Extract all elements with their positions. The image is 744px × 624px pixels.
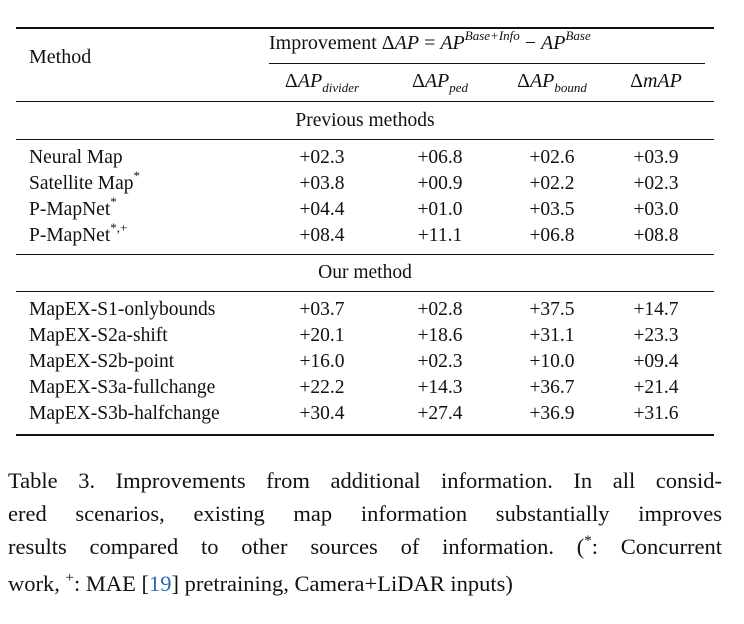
table-cell: +23.3	[633, 325, 679, 346]
table-row-method: Satellite Map*	[29, 168, 141, 194]
table-cell: +31.1	[529, 325, 575, 346]
table-cell: +21.4	[633, 377, 679, 398]
table-cell: +03.7	[299, 299, 345, 320]
table-cell: +02.3	[633, 173, 679, 194]
table-cell: +06.8	[529, 225, 575, 246]
table-row-method: P-MapNet*,+	[29, 220, 128, 246]
table-cell: +04.4	[299, 199, 345, 220]
section-label: Previous methods	[295, 110, 435, 131]
table-row-method: MapEX-S2b-point	[29, 351, 175, 372]
table-cell: +14.3	[417, 377, 463, 398]
table-caption: Table 3. Improvements from additional in…	[8, 464, 722, 604]
column-header-4: ΔmAP	[630, 70, 682, 92]
table-cell: +31.6	[633, 403, 679, 424]
table-cell: +27.4	[417, 403, 463, 424]
column-header-2: ΔAPped	[411, 70, 469, 95]
table-cell: +09.4	[633, 351, 679, 372]
caption-line-3: results compared to other sources of inf…	[8, 533, 723, 559]
table-cell: +36.9	[529, 403, 575, 424]
table-cell: +18.6	[417, 325, 463, 346]
table-cell: +03.0	[633, 199, 679, 220]
table-cell: +02.3	[299, 147, 345, 168]
table-row-method: MapEX-S1-onlybounds	[29, 299, 216, 320]
table-cell: +03.9	[633, 147, 679, 168]
table-cell: +11.1	[417, 225, 463, 246]
table-cell: +02.2	[529, 173, 575, 194]
method-header: Method	[29, 46, 92, 68]
table-cell: +16.0	[299, 351, 345, 372]
table-row-method: MapEX-S2a-shift	[29, 325, 168, 346]
table-cell: +22.2	[299, 377, 345, 398]
table-row-method: MapEX-S3a-fullchange	[29, 377, 216, 398]
table-row-method: P-MapNet*	[29, 194, 117, 220]
table-cell: +08.4	[299, 225, 345, 246]
table-cell: +02.6	[529, 147, 575, 168]
table-row-method: Neural Map	[29, 147, 123, 168]
table-cell: +02.3	[417, 351, 463, 372]
table-cell: +03.8	[299, 173, 345, 194]
table-cell: +01.0	[417, 199, 463, 220]
header-rule	[16, 101, 714, 102]
bottom-rule	[16, 434, 714, 436]
column-header-3: ΔAPbound	[517, 70, 587, 95]
table-cell: +10.0	[529, 351, 575, 372]
table-cell: +30.4	[299, 403, 345, 424]
improvement-header: Improvement ΔAP = APBase+Info − APBase	[269, 28, 591, 54]
caption-line-2: ered scenarios, existing map information…	[8, 501, 722, 526]
section-rule	[16, 291, 714, 292]
table-cell: +14.7	[633, 299, 679, 320]
caption-line-4: work, +: MAE [19] pretraining, Camera+Li…	[8, 570, 513, 596]
table-cell: +20.1	[299, 325, 345, 346]
column-header-1: ΔAPdivider	[284, 70, 360, 95]
table-cell: +03.5	[529, 199, 575, 220]
section-divider-rule	[16, 254, 714, 255]
table-cell: +36.7	[529, 377, 575, 398]
citation-link[interactable]: 19	[148, 571, 172, 596]
table-cell: +00.9	[417, 173, 463, 194]
top-rule	[16, 27, 714, 29]
table-row-method: MapEX-S3b-halfchange	[29, 403, 220, 424]
improvement-underline	[269, 63, 705, 64]
table-cell: +08.8	[633, 225, 679, 246]
section-label: Our method	[318, 262, 412, 283]
table-cell: +06.8	[417, 147, 463, 168]
table-cell: +37.5	[529, 299, 575, 320]
caption-line-1: Table 3. Improvements from additional in…	[8, 468, 722, 493]
results-table: Method Improvement ΔAP = APBase+Info − A…	[16, 0, 714, 440]
section-rule	[16, 139, 714, 140]
table-cell: +02.8	[417, 299, 463, 320]
